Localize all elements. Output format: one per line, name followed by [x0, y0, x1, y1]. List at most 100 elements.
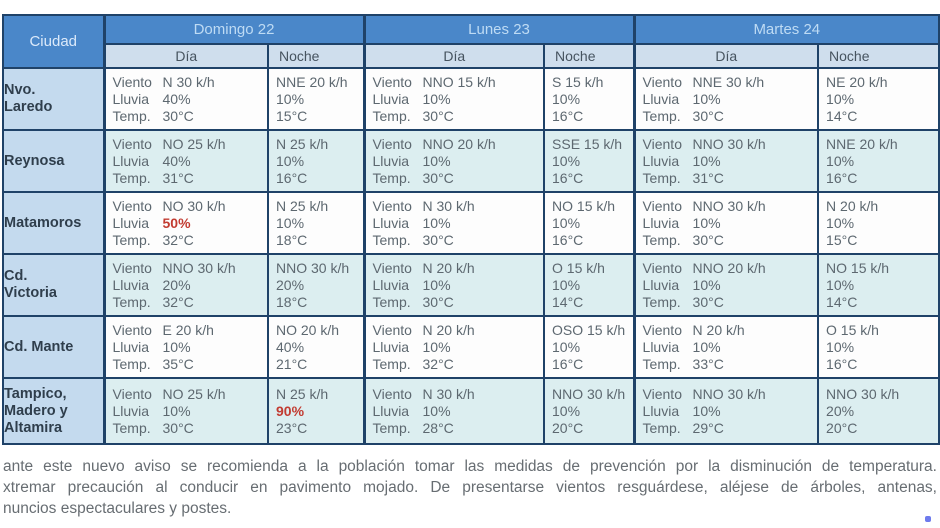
viento-line: NNO 30 k/h: [552, 386, 631, 403]
temp-value: 16°C: [826, 169, 858, 186]
viento-line: N 25 k/h: [276, 198, 361, 215]
viento-line: Viento NNO 15 k/h: [373, 74, 542, 91]
temp-value: 32°C: [422, 355, 454, 372]
temp-line: 15°C: [826, 232, 936, 249]
viento-line: NNO 30 k/h: [276, 260, 361, 277]
viento-label: Viento: [642, 321, 682, 338]
advisory-line-2: xtremar precaución al conducir en pavime…: [3, 479, 937, 496]
viento-label: Viento: [372, 321, 412, 338]
viento-value: NNO 30 k/h: [692, 135, 766, 152]
viento-line: N 25 k/h: [276, 136, 361, 153]
subheader-dia-martes: Día: [632, 43, 820, 69]
temp-line: 18°C: [276, 294, 361, 311]
viento-line: NNE 20 k/h: [826, 136, 936, 153]
temp-label: Temp.: [372, 107, 411, 124]
temp-value: 30°C: [422, 169, 454, 186]
forecast-row: Reynosa Viento NO 25 k/h Lluvia 40% Temp. 31°C…: [2, 129, 940, 193]
forecast-cell-day: Viento N 30 k/h Lluvia 40% Temp. 30°C: [102, 67, 269, 131]
viento-label: Viento: [372, 73, 412, 90]
viento-value: NO 20 k/h: [276, 321, 340, 338]
lluvia-line: Lluvia 10%: [373, 91, 542, 108]
temp-value: 18°C: [276, 231, 308, 248]
temp-value: 16°C: [552, 355, 584, 372]
lluvia-line: Lluvia 10%: [373, 277, 542, 294]
temp-value: 20°C: [552, 419, 584, 436]
viento-label: Viento: [372, 259, 412, 276]
viento-line: Viento N 30 k/h: [373, 386, 542, 403]
lluvia-value: 10%: [692, 90, 721, 107]
viento-line: NNE 20 k/h: [276, 74, 361, 91]
temp-line: 20°C: [826, 420, 936, 437]
lluvia-value: 10%: [552, 214, 581, 231]
temp-value: 35°C: [162, 355, 194, 372]
temp-line: Temp. 32°C: [373, 356, 542, 373]
lluvia-value: 10%: [692, 276, 721, 293]
forecast-cell-day: Viento NNO 30 k/h Lluvia 10% Temp. 30°C: [632, 191, 820, 255]
viento-line: Viento NNE 30 k/h: [643, 74, 816, 91]
lluvia-line: Lluvia 10%: [643, 91, 816, 108]
viento-line: Viento NO 30 k/h: [113, 198, 266, 215]
city-name: Matamoros: [2, 191, 105, 255]
forecast-cell-day: Viento NO 25 k/h Lluvia 40% Temp. 31°C: [102, 129, 269, 193]
viento-line: SSE 15 k/h: [552, 136, 631, 153]
viento-label: Viento: [372, 385, 412, 402]
temp-value: 28°C: [422, 419, 454, 436]
viento-value: NO 15 k/h: [826, 259, 890, 276]
forecast-cell-night: OSO 15 k/h 10% 16°C: [543, 315, 636, 379]
lluvia-line: Lluvia 10%: [373, 215, 542, 232]
temp-label: Temp.: [372, 293, 411, 310]
lluvia-label: Lluvia: [372, 152, 410, 169]
lluvia-value: 10%: [422, 214, 451, 231]
forecast-cell-day: Viento N 30 k/h Lluvia 10% Temp. 30°C: [362, 191, 546, 255]
lluvia-line: Lluvia 10%: [643, 153, 816, 170]
viento-line: Viento NO 25 k/h: [113, 386, 266, 403]
temp-value: 20°C: [826, 419, 858, 436]
viento-value: NNE 20 k/h: [276, 73, 348, 90]
advisory-line-3: nuncios espectaculares y postes.: [3, 500, 232, 517]
forecast-row: Cd. Victoria Viento NNO 30 k/h Lluvia 20% Tem…: [2, 253, 940, 317]
lluvia-value: 10%: [422, 338, 451, 355]
forecast-cell-day: Viento N 20 k/h Lluvia 10% Temp. 30°C: [362, 253, 546, 317]
lluvia-line: 10%: [276, 91, 361, 108]
temp-line: 14°C: [826, 294, 936, 311]
lluvia-value: 90%: [276, 402, 305, 419]
forecast-cell-night: NNE 20 k/h 10% 15°C: [266, 67, 366, 131]
viento-label: Viento: [642, 135, 682, 152]
temp-value: 14°C: [552, 293, 584, 310]
lluvia-value: 40%: [276, 338, 305, 355]
viento-label: Viento: [642, 259, 682, 276]
forecast-cell-night: NNE 20 k/h 10% 16°C: [817, 129, 940, 193]
viento-value: NNE 30 k/h: [692, 73, 765, 90]
lluvia-line: Lluvia 10%: [643, 339, 816, 356]
subheader-dia-lunes: Día: [362, 43, 546, 69]
day-header-domingo-22: Domingo 22: [102, 14, 366, 45]
lluvia-line: 40%: [276, 339, 361, 356]
day-header-row: Ciudad Domingo 22 Lunes 23 Martes 24: [2, 14, 940, 69]
lluvia-line: 10%: [826, 91, 936, 108]
viento-line: O 15 k/h: [826, 322, 936, 339]
city-name: Tampico, Madero y Altamira: [2, 377, 105, 445]
viento-line: N 25 k/h: [276, 386, 361, 403]
viento-line: OSO 15 k/h: [552, 322, 631, 339]
viento-value: SSE 15 k/h: [552, 135, 623, 152]
lluvia-line: 10%: [552, 339, 631, 356]
temp-label: Temp.: [112, 169, 151, 186]
lluvia-line: 10%: [276, 215, 361, 232]
temp-line: Temp. 32°C: [113, 294, 266, 311]
city-column-header: Ciudad: [2, 14, 105, 69]
subheader-noche-martes: Noche: [817, 43, 940, 69]
viento-value: N 25 k/h: [276, 197, 329, 214]
viento-line: Viento N 20 k/h: [373, 322, 542, 339]
temp-line: 16°C: [552, 108, 631, 125]
temp-value: 30°C: [692, 107, 724, 124]
lluvia-label: Lluvia: [112, 276, 150, 293]
temp-line: 16°C: [552, 170, 631, 187]
temp-value: 18°C: [276, 293, 308, 310]
lluvia-label: Lluvia: [372, 276, 410, 293]
forecast-cell-night: N 25 k/h 90% 23°C: [266, 377, 366, 445]
viento-line: NO 15 k/h: [552, 198, 631, 215]
lluvia-label: Lluvia: [372, 214, 410, 231]
forecast-cell-night: O 15 k/h 10% 16°C: [817, 315, 940, 379]
viento-line: Viento NO 25 k/h: [113, 136, 266, 153]
temp-value: 14°C: [826, 293, 858, 310]
